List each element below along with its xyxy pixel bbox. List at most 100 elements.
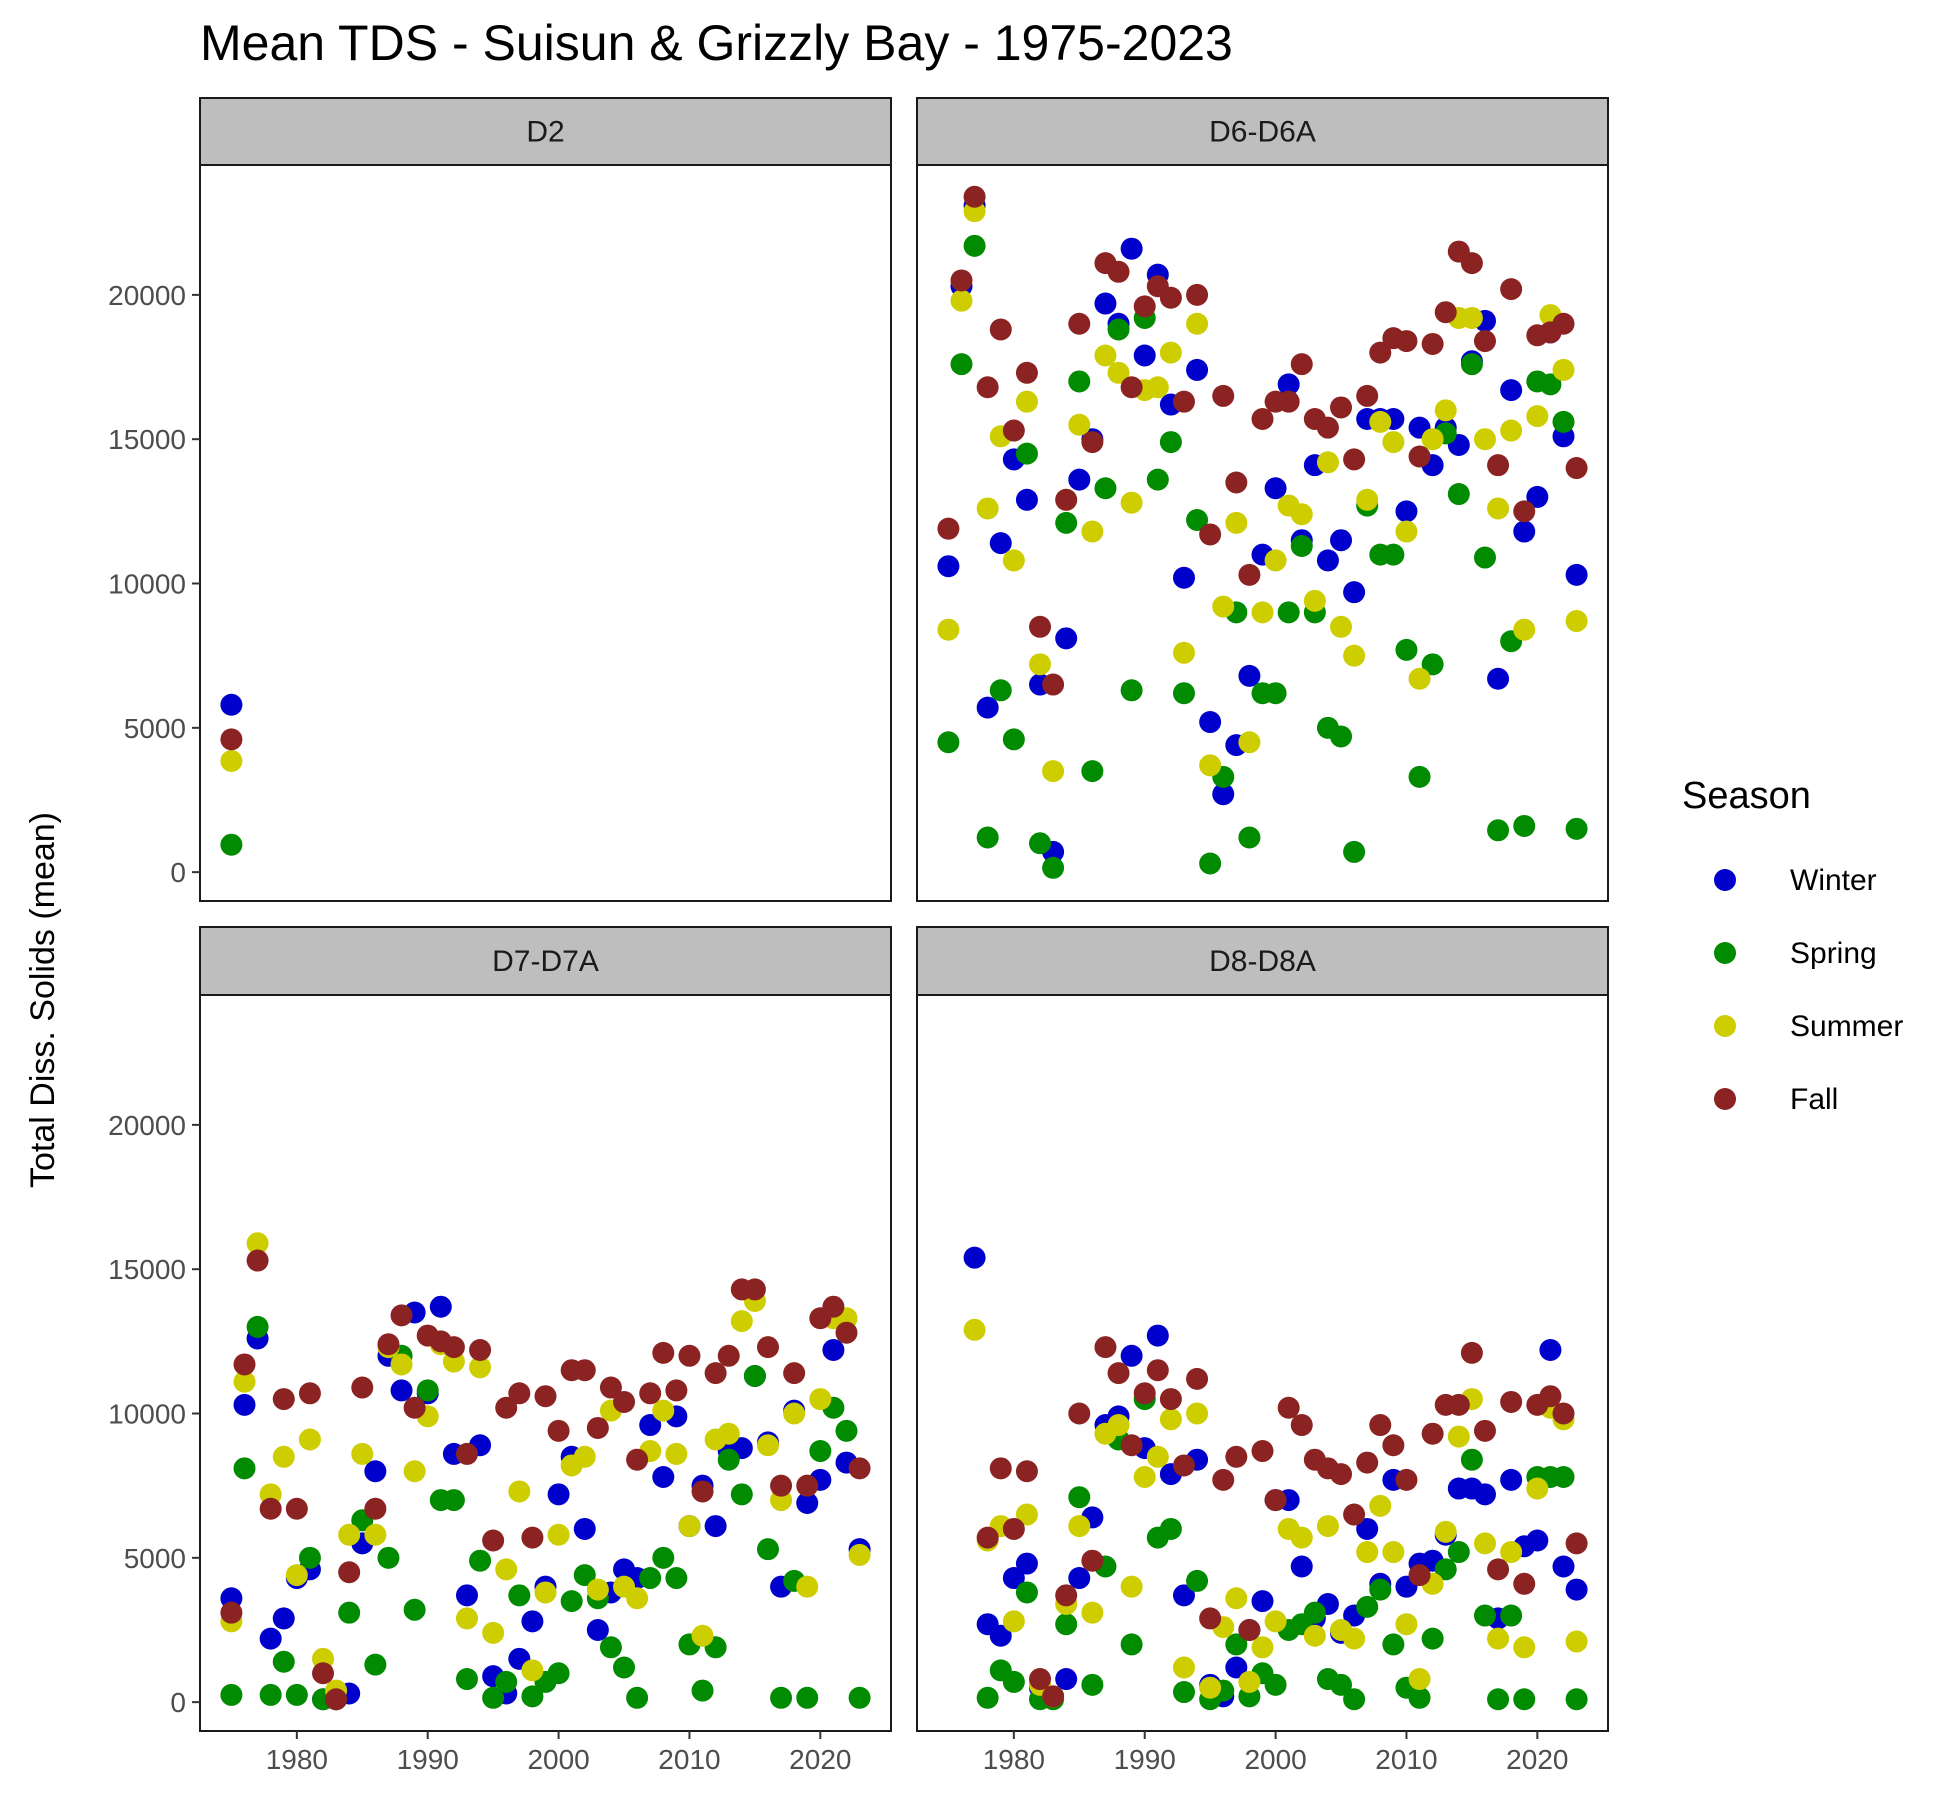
point-d7-d7a-winter-2003 [586, 1618, 609, 1641]
point-d6-d6a-summer-1989 [1120, 491, 1143, 514]
point-d7-d7a-fall-2012 [704, 1362, 727, 1385]
point-d2-summer-1975 [220, 750, 243, 773]
point-d6-d6a-fall-2006 [1343, 448, 1366, 471]
point-d6-d6a-fall-1984 [1055, 488, 1078, 511]
point-d7-d7a-fall-2011 [691, 1480, 714, 1503]
point-d8-d8a-summer-2020 [1526, 1477, 1549, 1500]
point-d6-d6a-summer-2017 [1487, 497, 1510, 520]
point-d6-d6a-winter-1987 [1094, 292, 1117, 315]
point-d8-d8a-spring-2000 [1264, 1673, 1287, 1696]
point-d7-d7a-spring-2002 [573, 1564, 596, 1587]
point-d8-d8a-summer-1992 [1159, 1408, 1182, 1431]
point-d6-d6a-spring-2019 [1513, 814, 1536, 837]
point-d8-d8a-fall-2018 [1500, 1390, 1523, 1413]
y-tick-label-d7-d7a-5000: 5000 [124, 1543, 186, 1574]
point-d7-d7a-summer-1995 [482, 1621, 505, 1644]
strip-d8-d8a [916, 926, 1609, 996]
point-d7-d7a-spring-2023 [848, 1686, 871, 1709]
point-d6-d6a-summer-2005 [1330, 615, 1353, 638]
legend: Season Winter Spring Summer Fall [1682, 775, 1903, 1116]
point-d8-d8a-winter-1991 [1146, 1324, 1169, 1347]
panel-d2: D2 0 5000 10000 15000 20000 [108, 97, 892, 902]
point-d7-d7a-fall-2018 [783, 1362, 806, 1385]
point-d8-d8a-fall-2021 [1539, 1385, 1562, 1408]
point-d8-d8a-summer-1986 [1081, 1601, 1104, 1624]
point-d8-d8a-spring-2019 [1513, 1688, 1536, 1711]
point-d8-d8a-fall-2014 [1447, 1393, 1470, 1416]
point-d8-d8a-spring-2005 [1330, 1673, 1353, 1696]
point-d8-d8a-summer-1991 [1146, 1445, 1169, 1468]
x-tick-label-d8-d8a-2010: 2010 [1375, 1744, 1437, 1775]
point-d6-d6a-fall-1994 [1186, 283, 1209, 306]
point-d8-d8a-summer-2011 [1408, 1668, 1431, 1691]
point-d8-d8a-spring-1986 [1081, 1673, 1104, 1696]
y-tick-label-d7-d7a-0: 0 [170, 1687, 186, 1718]
point-d6-d6a-spring-2023 [1565, 817, 1588, 840]
point-d7-d7a-summer-1986 [364, 1523, 387, 1546]
point-d6-d6a-spring-1977 [963, 234, 986, 257]
legend-item-summer: Summer [1714, 1010, 1903, 1043]
point-d6-d6a-fall-1985 [1068, 312, 1091, 335]
point-d8-d8a-summer-2000 [1264, 1610, 1287, 1633]
point-d6-d6a-summer-1988 [1107, 361, 1130, 384]
point-d8-d8a-fall-1997 [1225, 1445, 1248, 1468]
point-d6-d6a-summer-2000 [1264, 549, 1287, 572]
point-d6-d6a-fall-2017 [1487, 454, 1510, 477]
point-d6-d6a-summer-1976 [950, 289, 973, 312]
x-tick-label-d8-d8a-1990: 1990 [1114, 1744, 1176, 1775]
point-d8-d8a-spring-2013 [1434, 1558, 1457, 1581]
point-d7-d7a-summer-1994 [469, 1356, 492, 1379]
point-d7-d7a-summer-1999 [534, 1581, 557, 1604]
panel-d6-d6a: D6-D6A [916, 97, 1609, 902]
point-d7-d7a-fall-1986 [364, 1497, 387, 1520]
point-d6-d6a-spring-1981 [1015, 442, 1038, 465]
point-d6-d6a-summer-1991 [1146, 376, 1169, 399]
point-d6-d6a-winter-2023 [1565, 563, 1588, 586]
panel-border-d6-d6a [916, 164, 1609, 902]
point-d8-d8a-summer-1988 [1107, 1414, 1130, 1437]
point-d6-d6a-fall-1978 [976, 376, 999, 399]
point-d8-d8a-fall-2023 [1565, 1532, 1588, 1555]
x-tick-label-d8-d8a-2000: 2000 [1244, 1744, 1306, 1775]
point-d8-d8a-spring-2014 [1447, 1541, 1470, 1564]
legend-swatch-spring [1714, 942, 1736, 964]
point-d6-d6a-summer-2003 [1303, 589, 1326, 612]
point-d7-d7a-spring-2008 [652, 1546, 675, 1569]
point-d6-d6a-summer-1985 [1068, 413, 1091, 436]
point-d7-d7a-spring-1986 [364, 1653, 387, 1676]
series-d2-winter [220, 693, 243, 716]
point-d6-d6a-summer-2016 [1473, 428, 1496, 451]
legend-item-winter: Winter [1714, 864, 1877, 897]
point-d8-d8a-fall-1983 [1042, 1685, 1065, 1708]
point-d7-d7a-summer-2016 [756, 1434, 779, 1457]
point-d6-d6a-spring-2017 [1487, 819, 1510, 842]
point-d7-d7a-summer-2010 [678, 1515, 701, 1538]
point-d6-d6a-winter-2000 [1264, 477, 1287, 500]
panel-border-d2 [199, 164, 892, 902]
point-d6-d6a-summer-1994 [1186, 312, 1209, 335]
point-d6-d6a-fall-1983 [1042, 673, 1065, 696]
y-tick-label-d2-0: 0 [170, 857, 186, 888]
point-d7-d7a-fall-1981 [298, 1382, 321, 1405]
point-d6-d6a-spring-2015 [1460, 353, 1483, 376]
point-d6-d6a-fall-1986 [1081, 431, 1104, 454]
point-d8-d8a-fall-1982 [1029, 1668, 1052, 1691]
point-d6-d6a-fall-2019 [1513, 500, 1536, 523]
point-d7-d7a-spring-1978 [259, 1683, 282, 1706]
point-d6-d6a-winter-1975 [937, 555, 960, 578]
point-d6-d6a-fall-1992 [1159, 286, 1182, 309]
point-d6-d6a-summer-2011 [1408, 667, 1431, 690]
point-d6-d6a-spring-2002 [1290, 534, 1313, 557]
point-d6-d6a-winter-2006 [1343, 581, 1366, 604]
point-d6-d6a-summer-1987 [1094, 344, 1117, 367]
point-d6-d6a-winter-1993 [1172, 566, 1195, 589]
point-d8-d8a-winter-2002 [1290, 1555, 1313, 1578]
point-d8-d8a-winter-1999 [1251, 1590, 1274, 1613]
series-d8-d8a-fall [976, 1336, 1588, 1708]
point-d7-d7a-spring-2007 [639, 1567, 662, 1590]
point-d6-d6a-fall-1976 [950, 269, 973, 292]
point-d7-d7a-summer-2006 [626, 1587, 649, 1610]
point-d7-d7a-fall-1975 [220, 1601, 243, 1624]
point-d6-d6a-fall-2001 [1277, 390, 1300, 413]
point-d7-d7a-spring-2001 [560, 1590, 583, 1613]
